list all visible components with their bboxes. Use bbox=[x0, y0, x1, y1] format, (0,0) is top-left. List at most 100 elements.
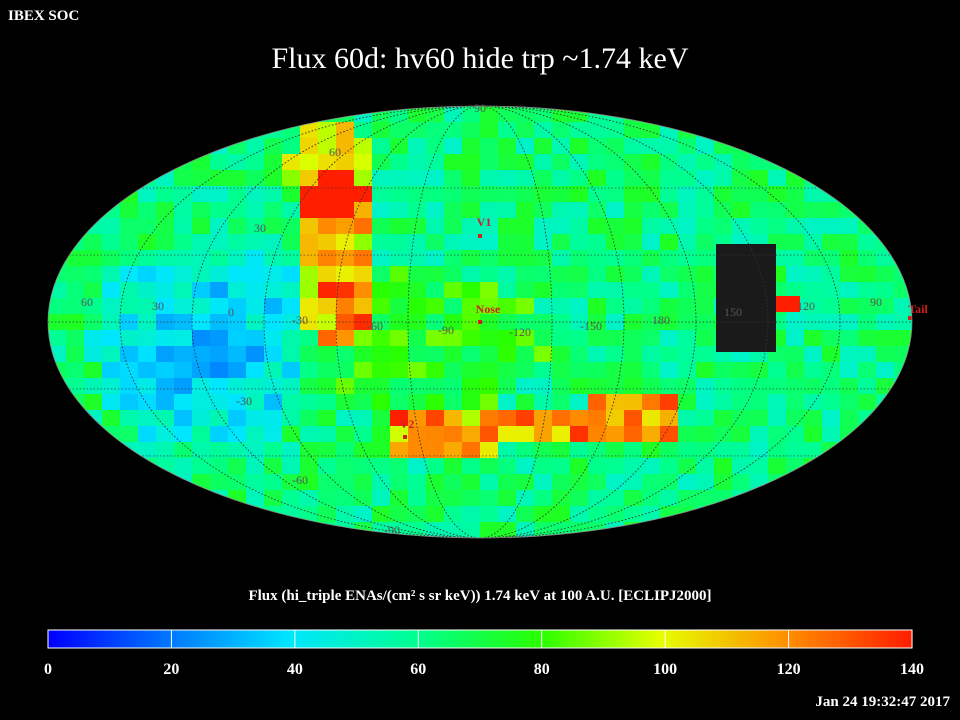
flux-cell bbox=[516, 362, 535, 379]
flux-cell bbox=[372, 394, 391, 411]
colorbar-segment bbox=[568, 630, 573, 648]
flux-cell bbox=[570, 394, 589, 411]
colorbar-segment bbox=[552, 630, 557, 648]
colorbar-segment bbox=[412, 630, 417, 648]
flux-cell bbox=[462, 298, 481, 315]
flux-cell bbox=[246, 426, 265, 443]
flux-cell bbox=[624, 218, 643, 235]
flux-cell bbox=[624, 426, 643, 443]
flux-cell bbox=[444, 330, 463, 347]
flux-cell bbox=[678, 138, 697, 155]
colorbar-segment bbox=[300, 630, 305, 648]
flux-cell bbox=[138, 442, 157, 459]
flux-cell bbox=[570, 202, 589, 219]
flux-cell bbox=[840, 218, 859, 235]
flux-cell bbox=[120, 202, 139, 219]
flux-cell bbox=[786, 394, 805, 411]
colorbar-segment bbox=[900, 630, 905, 648]
colorbar-segment bbox=[880, 630, 885, 648]
hotspot-cell bbox=[776, 296, 800, 312]
flux-cell bbox=[408, 122, 427, 139]
flux-cell bbox=[570, 170, 589, 187]
flux-cell bbox=[444, 106, 463, 123]
flux-cell bbox=[426, 442, 445, 459]
flux-cell bbox=[228, 218, 247, 235]
flux-cell bbox=[804, 362, 823, 379]
flux-cell bbox=[426, 490, 445, 507]
flux-cell bbox=[480, 394, 499, 411]
flux-cell bbox=[282, 170, 301, 187]
colorbar-segment bbox=[480, 630, 485, 648]
flux-cell bbox=[570, 474, 589, 491]
flux-cell bbox=[102, 250, 121, 267]
colorbar-segment bbox=[400, 630, 405, 648]
colorbar-segment bbox=[472, 630, 477, 648]
flux-cell bbox=[264, 186, 283, 203]
flux-cell bbox=[642, 122, 661, 139]
flux-cell bbox=[300, 122, 319, 139]
flux-cell bbox=[588, 138, 607, 155]
colorbar-segment bbox=[748, 630, 753, 648]
colorbar-segment bbox=[656, 630, 661, 648]
colorbar-segment bbox=[156, 630, 161, 648]
flux-cell bbox=[570, 346, 589, 363]
colorbar-segment bbox=[224, 630, 229, 648]
flux-cell bbox=[822, 234, 841, 251]
flux-cell bbox=[534, 234, 553, 251]
colorbar-segment bbox=[396, 630, 401, 648]
colorbar-segment bbox=[892, 630, 897, 648]
colorbar-segment bbox=[644, 630, 649, 648]
longitude-label: -60 bbox=[367, 319, 383, 333]
flux-cell bbox=[462, 202, 481, 219]
flux-cell bbox=[264, 394, 283, 411]
flux-cell bbox=[804, 298, 823, 315]
flux-cell bbox=[588, 154, 607, 171]
flux-cell bbox=[354, 154, 373, 171]
colorbar-segment bbox=[668, 630, 673, 648]
flux-cell bbox=[624, 202, 643, 219]
flux-cell bbox=[354, 410, 373, 427]
flux-cell bbox=[192, 410, 211, 427]
flux-cell bbox=[210, 410, 229, 427]
colorbar-segment bbox=[204, 630, 209, 648]
flux-cell bbox=[372, 202, 391, 219]
flux-cell bbox=[210, 202, 229, 219]
flux-cell bbox=[606, 154, 625, 171]
colorbar-segment bbox=[824, 630, 829, 648]
flux-cell bbox=[768, 394, 787, 411]
flux-cell bbox=[552, 330, 571, 347]
flux-cell bbox=[570, 442, 589, 459]
flux-cell bbox=[282, 186, 301, 203]
flux-cell bbox=[390, 458, 409, 475]
flux-cell bbox=[642, 362, 661, 379]
flux-cell bbox=[606, 426, 625, 443]
flux-cell bbox=[606, 170, 625, 187]
flux-cell bbox=[264, 298, 283, 315]
flux-cell bbox=[336, 170, 355, 187]
flux-cell bbox=[174, 410, 193, 427]
flux-cell bbox=[300, 314, 319, 331]
flux-cell bbox=[192, 346, 211, 363]
flux-cell bbox=[300, 490, 319, 507]
flux-cell bbox=[372, 410, 391, 427]
flux-cell bbox=[462, 394, 481, 411]
flux-cell bbox=[336, 426, 355, 443]
flux-cell bbox=[372, 442, 391, 459]
flux-cell bbox=[498, 410, 517, 427]
flux-cell bbox=[588, 186, 607, 203]
flux-cell bbox=[84, 314, 103, 331]
colorbar-segment bbox=[736, 630, 741, 648]
flux-cell bbox=[318, 266, 337, 283]
flux-cell bbox=[876, 298, 895, 315]
flux-cell bbox=[714, 378, 733, 395]
flux-cell bbox=[318, 362, 337, 379]
flux-cell bbox=[462, 458, 481, 475]
flux-cell bbox=[444, 490, 463, 507]
flux-cell bbox=[498, 170, 517, 187]
flux-cell bbox=[480, 426, 499, 443]
colorbar-segment bbox=[540, 630, 545, 648]
flux-cell bbox=[264, 490, 283, 507]
flux-cell bbox=[426, 362, 445, 379]
flux-cell bbox=[570, 250, 589, 267]
flux-cell bbox=[840, 250, 859, 267]
